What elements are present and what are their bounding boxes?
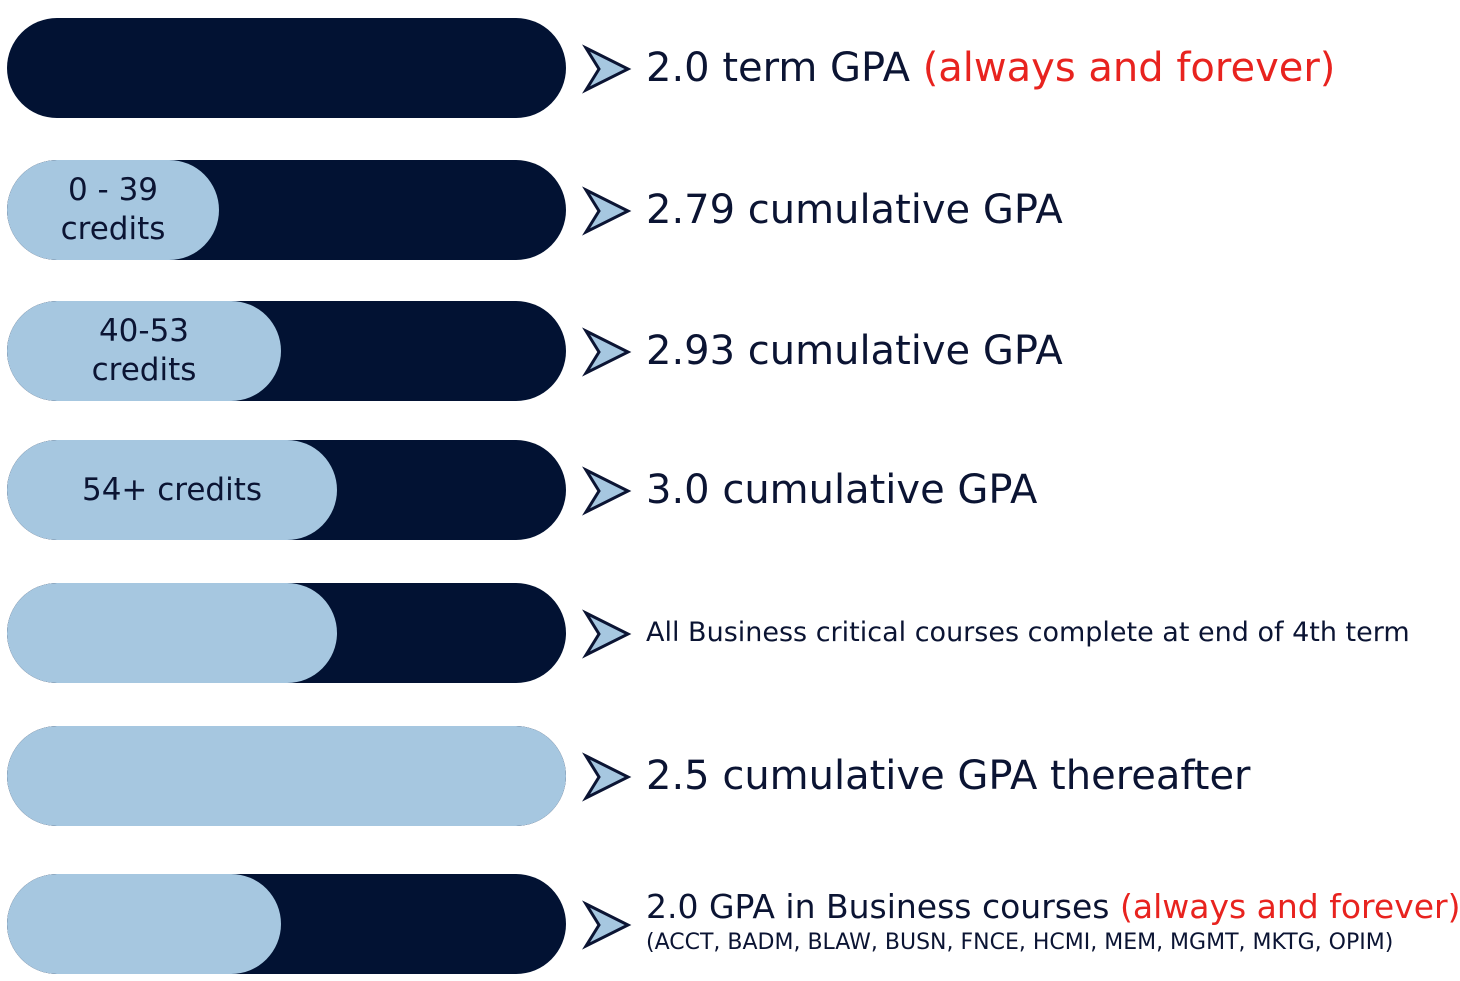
pill-fill: [7, 726, 566, 826]
requirement-main-text: 2.5 cumulative GPA thereafter: [646, 753, 1251, 799]
progress-pill: [7, 726, 566, 826]
requirement-main-text: 2.93 cumulative GPA: [646, 328, 1063, 374]
progress-pill: 54+ credits: [7, 440, 566, 540]
chevron-right-icon: [582, 752, 632, 802]
chevron-right-icon: [582, 466, 632, 516]
requirement-text: 3.0 cumulative GPA: [646, 466, 1037, 514]
pill-label: 54+ credits: [81, 471, 263, 508]
requirement-text: 2.0 term GPA (always and forever): [646, 44, 1335, 92]
pill-fill: [7, 440, 337, 540]
requirement-text: 2.5 cumulative GPA thereafter: [646, 752, 1251, 800]
requirement-main-text: 2.0 GPA in Business courses: [646, 887, 1120, 926]
chevron-right-icon: [582, 44, 632, 94]
requirement-row: 54+ credits 3.0 cumulative GPA: [0, 440, 1460, 542]
requirement-row: 2.0 GPA in Business courses (always and …: [0, 874, 1460, 976]
chevron-right-icon: [582, 900, 632, 950]
pill-fill: [7, 160, 219, 260]
requirement-row: All Business critical courses complete a…: [0, 583, 1460, 685]
requirement-row: 40-53 credits 2.93 cumulative GPA: [0, 301, 1460, 403]
requirement-main-text: 2.0 term GPA: [646, 45, 923, 91]
progress-pill: 40-53 credits: [7, 301, 566, 401]
requirement-text: 2.79 cumulative GPA: [646, 186, 1063, 234]
requirement-red-text: (always and forever): [1119, 887, 1460, 926]
requirement-main-text: 3.0 cumulative GPA: [646, 467, 1038, 513]
pill-fill: [7, 583, 337, 683]
requirement-line1: 2.0 GPA in Business courses (always and …: [646, 886, 1460, 928]
requirement-row: 2.5 cumulative GPA thereafter: [0, 726, 1460, 828]
chevron-right-icon: [582, 609, 632, 659]
requirement-main-text: All Business critical courses complete a…: [646, 617, 1410, 648]
progress-pill: 0 - 39 credits: [7, 160, 566, 260]
pill-label: 0 - 39 credits: [60, 172, 166, 247]
chevron-right-icon: [582, 186, 632, 236]
chevron-right-icon: [582, 327, 632, 377]
requirement-red-text: (always and forever): [922, 45, 1336, 91]
progress-pill: [7, 18, 566, 118]
requirement-row: 2.0 term GPA (always and forever): [0, 18, 1460, 120]
pill-fill: [7, 301, 281, 401]
requirement-text: 2.0 GPA in Business courses (always and …: [646, 886, 1460, 958]
requirement-text: All Business critical courses complete a…: [646, 616, 1410, 650]
pill-label: 40-53 credits: [91, 313, 197, 388]
requirement-sub-text: (ACCT, BADM, BLAW, BUSN, FNCE, HCMI, MEM…: [646, 930, 1394, 955]
progress-pill: [7, 874, 566, 974]
requirement-main-text: 2.79 cumulative GPA: [646, 187, 1063, 233]
pill-fill: [7, 874, 281, 974]
requirement-text: 2.93 cumulative GPA: [646, 327, 1063, 375]
requirement-row: 0 - 39 credits 2.79 cumulative GPA: [0, 160, 1460, 262]
progress-pill: [7, 583, 566, 683]
